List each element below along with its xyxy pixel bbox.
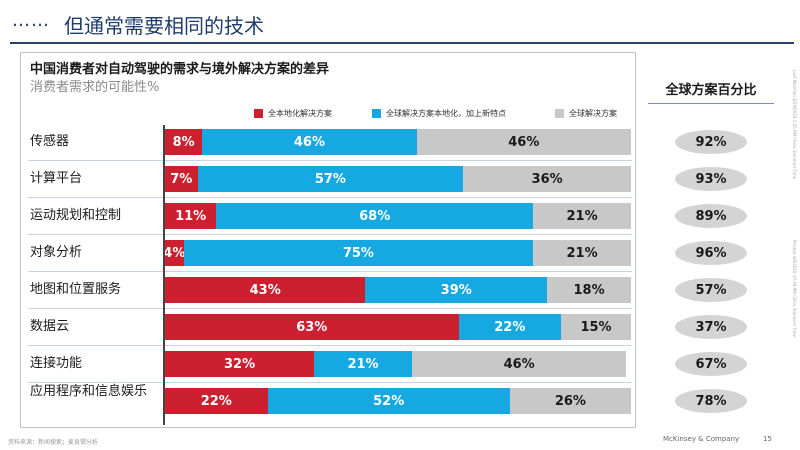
legend-label: 全本地化解决方案	[268, 108, 332, 118]
row-separator	[28, 271, 632, 272]
global-share-value: 37%	[675, 315, 747, 339]
printed-note: Printed 4/8/2018 10:39 AM China Standard…	[792, 240, 797, 337]
bar-segment: 46%	[202, 129, 417, 155]
bar-segment: 32%	[165, 351, 315, 377]
row-separator	[28, 160, 632, 161]
page-number: 15	[763, 435, 772, 443]
legend-label: 全球解决方案本地化，加上新特点	[386, 108, 506, 118]
row-separator	[28, 345, 632, 346]
footer-company: McKinsey & Company	[663, 435, 740, 443]
title-dots: ……	[12, 10, 50, 31]
row-separator	[28, 197, 632, 198]
global-share-value: 78%	[675, 389, 747, 413]
legend-swatch	[372, 108, 381, 118]
bar-segment: 36%	[463, 166, 631, 192]
bar-segment: 63%	[165, 314, 459, 340]
bar-segment: 4%	[163, 240, 185, 266]
global-share-value: 96%	[675, 241, 747, 265]
bar-segment: 39%	[365, 277, 548, 303]
global-share-value: 67%	[675, 352, 747, 376]
global-share-rule	[648, 103, 774, 104]
bar-segment: 21%	[533, 240, 631, 266]
global-share-value: 89%	[675, 204, 747, 228]
bar-segment: 21%	[314, 351, 412, 377]
bar-segment: 8%	[165, 129, 203, 155]
chart-title: 中国消费者对自动驾驶的需求与境外解决方案的差异	[30, 62, 330, 77]
legend-swatch	[254, 108, 263, 118]
legend-item: 全球解决方案	[555, 106, 617, 120]
title-rule	[10, 42, 794, 44]
global-share-value: 92%	[675, 130, 747, 154]
category-label: 应用程序和信息娱乐	[30, 384, 148, 399]
bar-segment: 11%	[165, 203, 217, 229]
row-separator	[28, 382, 632, 383]
category-label: 数据云	[30, 319, 70, 334]
row-separator	[28, 234, 632, 235]
category-label: 连接功能	[30, 356, 83, 371]
bar-segment: 22%	[165, 388, 268, 414]
category-label: 计算平台	[30, 171, 83, 186]
bar-segment: 46%	[411, 351, 627, 377]
global-share-header: 全球方案百分比	[665, 83, 757, 98]
chart-frame	[20, 52, 636, 428]
bar-segment: 21%	[533, 203, 631, 229]
chart-subtitle: 消费者需求的可能性%	[30, 80, 160, 95]
bar-segment: 18%	[547, 277, 631, 303]
footer-source: 资料来源：新闻搜索；麦肯锡分析	[8, 439, 99, 446]
bar-segment: 46%	[416, 129, 631, 155]
modified-note: Last Modified 4/29/2018 1:45 PM China St…	[792, 70, 797, 180]
page-title: 但通常需要相同的技术	[64, 14, 264, 38]
bar-segment: 75%	[183, 240, 534, 266]
category-label: 地图和位置服务	[30, 282, 122, 297]
bar-segment: 68%	[216, 203, 534, 229]
legend-item: 全球解决方案本地化，加上新特点	[372, 106, 506, 120]
category-label: 运动规划和控制	[30, 208, 122, 223]
bar-segment: 22%	[458, 314, 562, 340]
global-share-value: 57%	[675, 278, 747, 302]
legend-swatch	[555, 108, 564, 118]
bar-segment: 7%	[165, 166, 198, 192]
category-label: 对象分析	[30, 245, 83, 260]
bar-segment: 57%	[197, 166, 464, 192]
bar-segment: 43%	[165, 277, 366, 303]
bar-segment: 52%	[267, 388, 510, 414]
row-separator	[28, 308, 632, 309]
legend-label: 全球解决方案	[569, 108, 617, 118]
global-share-value: 93%	[675, 167, 747, 191]
category-label: 传感器	[30, 134, 70, 149]
legend-item: 全本地化解决方案	[254, 106, 332, 120]
bar-segment: 26%	[509, 388, 631, 414]
bar-segment: 15%	[561, 314, 631, 340]
category-axis-line	[163, 125, 165, 425]
